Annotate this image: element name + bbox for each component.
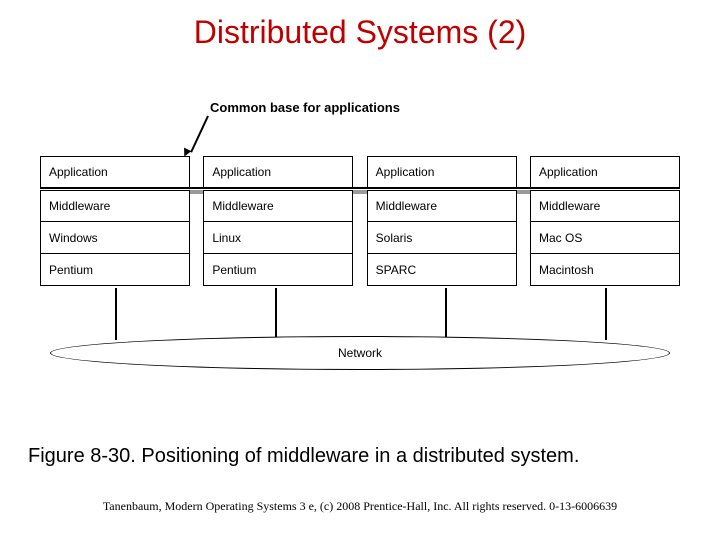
cell-app: Application — [530, 156, 680, 188]
stack-1: Application Middleware Linux Pentium — [203, 156, 353, 286]
cell-app: Application — [203, 156, 353, 188]
cell-hw: Pentium — [203, 254, 353, 286]
cell-os: Linux — [203, 222, 353, 254]
page-title: Distributed Systems (2) — [0, 0, 720, 51]
network-ellipse: Network — [50, 336, 670, 370]
leg-3 — [605, 288, 607, 340]
stack-0: Application Middleware Windows Pentium — [40, 156, 190, 286]
cell-os: Windows — [40, 222, 190, 254]
stack-3: Application Middleware Mac OS Macintosh — [530, 156, 680, 286]
stack-2: Application Middleware Solaris SPARC — [367, 156, 517, 286]
leg-2 — [445, 288, 447, 340]
leg-0 — [115, 288, 117, 340]
cell-middleware: Middleware — [367, 190, 517, 222]
cell-hw: Macintosh — [530, 254, 680, 286]
middleware-diagram: Common base for applications Application… — [40, 100, 680, 420]
leg-1 — [275, 288, 277, 340]
cell-os: Mac OS — [530, 222, 680, 254]
annotation-common-base: Common base for applications — [210, 100, 400, 115]
cell-middleware: Middleware — [203, 190, 353, 222]
cell-app: Application — [40, 156, 190, 188]
cell-middleware: Middleware — [530, 190, 680, 222]
cell-hw: SPARC — [367, 254, 517, 286]
cell-os: Solaris — [367, 222, 517, 254]
stack-row: Application Middleware Windows Pentium A… — [40, 156, 680, 286]
copyright-footer: Tanenbaum, Modern Operating Systems 3 e,… — [0, 499, 720, 514]
cell-middleware: Middleware — [40, 190, 190, 222]
cell-hw: Pentium — [40, 254, 190, 286]
middleware-band-line — [40, 187, 680, 189]
figure-caption: Figure 8-30. Positioning of middleware i… — [0, 445, 720, 468]
annotation-arrow-line — [190, 116, 209, 153]
cell-app: Application — [367, 156, 517, 188]
network-label: Network — [338, 346, 382, 360]
